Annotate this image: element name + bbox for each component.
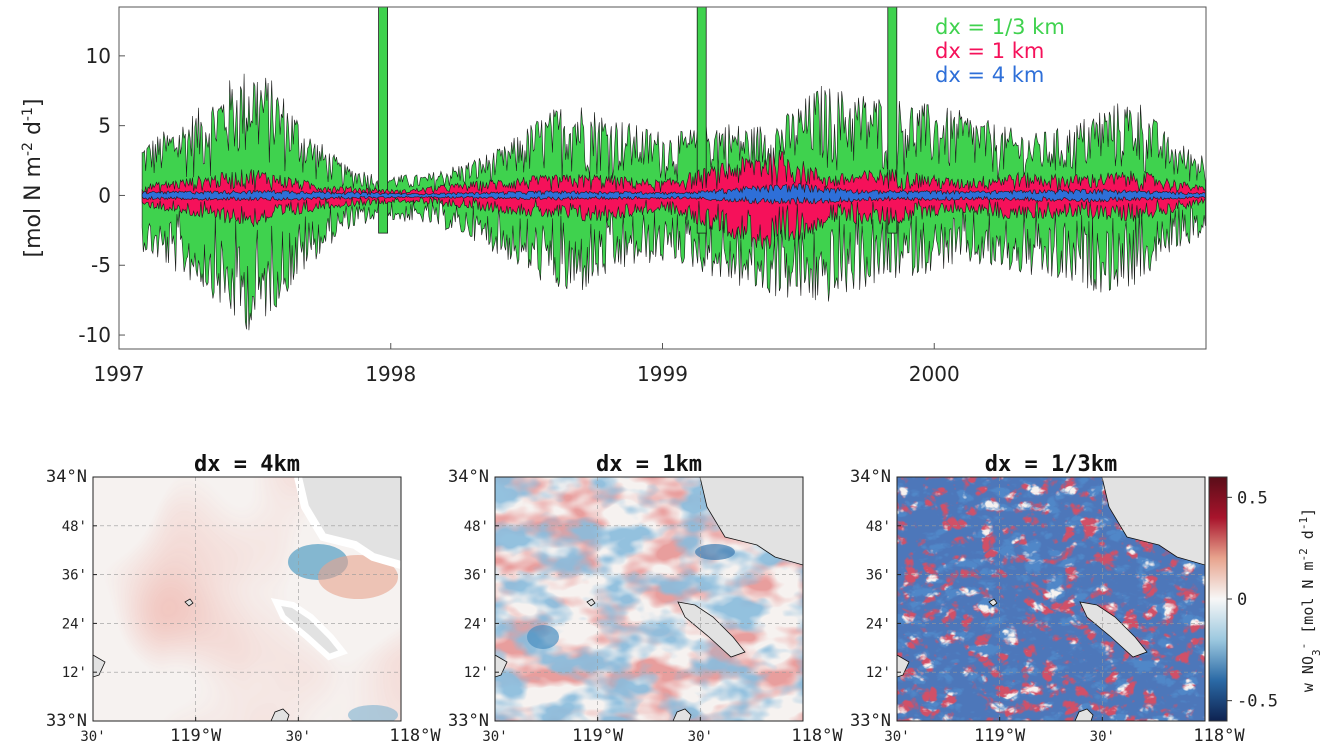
island-south <box>1074 708 1094 721</box>
coastline-mainland <box>699 477 803 566</box>
lon-tick-label: 30' <box>482 729 507 745</box>
timeseries-plot-area <box>141 7 1206 331</box>
blue-anomaly <box>695 544 735 560</box>
map-gridlines <box>495 477 803 721</box>
map-gridlines <box>897 477 1205 721</box>
lat-tick-label: 33°N <box>448 711 489 731</box>
map-title: dx = 4km <box>194 452 300 477</box>
lon-tick-label: 30' <box>1090 729 1115 745</box>
lat-tick-label: 33°N <box>46 711 87 731</box>
series-area-dx-4-km <box>141 183 1206 206</box>
island-small <box>184 598 194 607</box>
lat-tick-label: 48' <box>62 519 87 535</box>
lon-tick-label: 30' <box>688 729 713 745</box>
legend-entry-dx-1-km: dx = 1 km <box>935 39 1044 63</box>
lon-tick-label: 119°W <box>974 726 1026 746</box>
lat-tick-label: 48' <box>464 519 489 535</box>
coastline-west <box>495 654 508 678</box>
lat-tick-label: 24' <box>464 616 489 632</box>
island-small <box>988 598 998 607</box>
y-tick-label: 0 <box>98 183 111 207</box>
lon-tick-label: 30' <box>80 729 105 745</box>
y-axis: -10 -5 0 5 10 <box>78 44 125 347</box>
lat-tick-label: 12' <box>62 665 87 681</box>
lat-tick-label: 36' <box>866 568 891 584</box>
blue-anomaly <box>348 705 398 721</box>
lat-tick-label: 24' <box>866 616 891 632</box>
map-field <box>495 477 803 721</box>
lon-tick-label: 119°W <box>572 726 624 746</box>
lon-tick-label: 30' <box>884 729 909 745</box>
x-tick-label: 1997 <box>94 362 145 386</box>
lon-tick-label: 118°W <box>389 726 441 746</box>
legend-entry-dx-4-km: dx = 4 km <box>935 63 1044 87</box>
map-frame <box>92 476 402 722</box>
lon-tick-label: 118°W <box>791 726 843 746</box>
colorbar-tick-label: 0.5 <box>1237 488 1268 508</box>
lat-tick-label: 12' <box>464 665 489 681</box>
spike-0 <box>378 7 389 234</box>
map-field <box>93 477 401 721</box>
coastline-west <box>93 654 106 678</box>
x-tick-label: 1999 <box>637 362 688 386</box>
y-tick-label: -10 <box>78 323 111 347</box>
x-tick-label: 1998 <box>365 362 416 386</box>
red-anomaly <box>318 555 398 599</box>
blue-anomaly <box>527 625 559 649</box>
lat-tick-label: 36' <box>464 568 489 584</box>
y-tick-label: 5 <box>98 114 111 138</box>
legend: dx = 1/3 km dx = 1 km dx = 4 km <box>935 15 1065 87</box>
colorbar-tick-label: 0 <box>1237 590 1247 610</box>
colorbar-tick-label: -0.5 <box>1237 692 1278 712</box>
x-axis: 1997 1998 1999 2000 <box>94 343 960 386</box>
timeseries-panel: -10 -5 0 5 10 1997 1998 1999 2000 [mol N m-2 d-… <box>20 6 1207 386</box>
lat-tick-label: 12' <box>866 665 891 681</box>
map-gridlines <box>93 477 401 721</box>
lat-tick-label: 34°N <box>850 467 891 487</box>
map-title: dx = 1km <box>596 452 702 477</box>
lat-tick-label: 34°N <box>448 467 489 487</box>
lon-tick-label: 118°W <box>1193 726 1245 746</box>
x-tick-label: 2000 <box>909 362 960 386</box>
lon-tick-label: 30' <box>286 729 311 745</box>
lon-tick-label: 119°W <box>170 726 222 746</box>
colorbar-label: w NO3- [mol N m-2 d-1] <box>1297 508 1323 692</box>
y-tick-label: 10 <box>86 44 111 68</box>
legend-entry-dx-third-km: dx = 1/3 km <box>935 15 1065 39</box>
lat-tick-label: 24' <box>62 616 87 632</box>
masked-coast <box>294 477 401 569</box>
colorbar-scale <box>1208 476 1228 722</box>
map-frame <box>494 476 804 722</box>
colorbar-ticks: 0.5 0 -0.5 <box>1227 488 1278 712</box>
map-frame <box>896 476 1206 722</box>
island-small <box>586 598 596 607</box>
spike-2 <box>887 7 898 234</box>
coastline-west <box>897 654 910 678</box>
lat-tick-label: 33°N <box>850 711 891 731</box>
spike-1 <box>696 7 707 234</box>
lat-tick-label: 48' <box>866 519 891 535</box>
map-field <box>897 477 1205 721</box>
y-tick-label: -5 <box>91 253 111 277</box>
coastline-mainland <box>1101 477 1205 566</box>
lat-tick-label: 36' <box>62 568 87 584</box>
island-south <box>270 708 290 721</box>
map-title: dx = 1/3km <box>985 452 1117 477</box>
colorbar: 0.5 0 -0.5 w NO3- [mol N m-2 d-1] <box>1208 476 1323 722</box>
island-south <box>672 708 692 721</box>
y-axis-label: [mol N m-2 d-1] <box>20 99 46 258</box>
lat-tick-label: 34°N <box>46 467 87 487</box>
